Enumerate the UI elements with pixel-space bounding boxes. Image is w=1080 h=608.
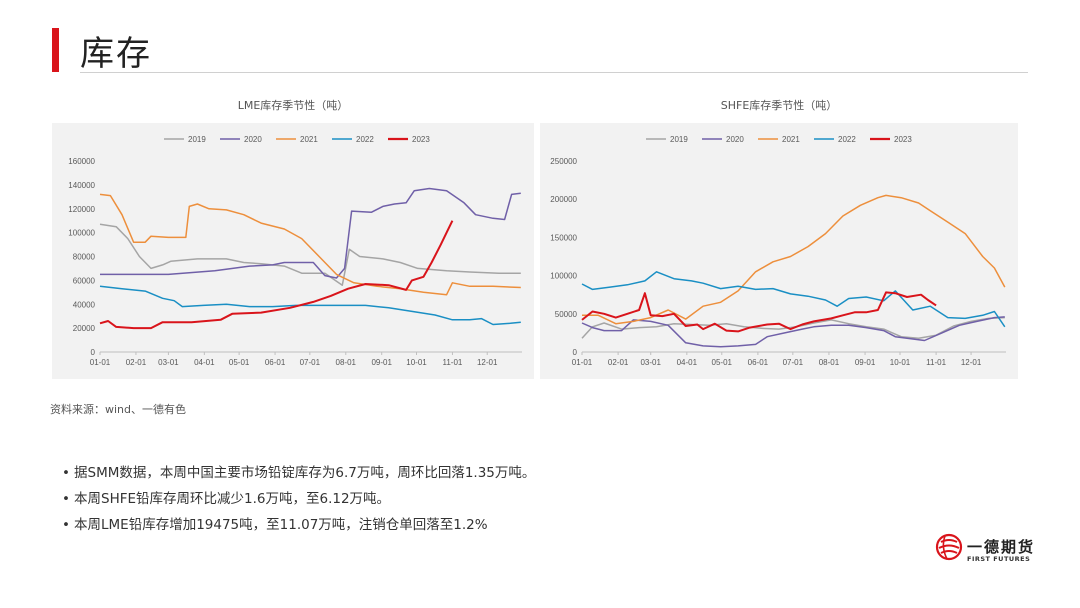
shfe-x-tick-label: 10-01 [890,358,911,367]
lme-y-tick-label: 160000 [68,157,95,166]
bullet-list: • 据SMM数据，本周中国主要市场铅锭库存为6.7万吨，周环比回落1.35万吨。 … [62,460,535,538]
shfe-x-tick-label: 07-01 [783,358,804,367]
shfe-legend-label-2021: 2021 [782,135,800,144]
shfe-legend-label-2020: 2020 [726,135,744,144]
lme-x-tick-label: 02-01 [126,358,147,367]
lme-series-2022 [99,285,521,326]
lme-x-tick-label: 09-01 [371,358,392,367]
bullet-item: • 本周LME铅库存增加19475吨，至11.07万吨，注销仓单回落至1.2% [62,512,535,538]
shfe-y-tick-label: 200000 [550,195,577,204]
lme-x-tick-label: 11-01 [443,358,463,367]
shfe-y-tick-label: 250000 [550,157,577,166]
lme-y-tick-label: 80000 [73,253,96,262]
logo-globe-icon [935,533,963,561]
lme-legend-label-2021: 2021 [300,135,318,144]
shfe-x-tick-label: 08-01 [819,358,840,367]
bullet-text: 本周SHFE铅库存周环比减少1.6万吨，至6.12万吨。 [74,491,391,507]
shfe-legend-label-2019: 2019 [670,135,688,144]
lme-x-tick-label: 12-01 [477,358,498,367]
shfe-x-tick-label: 05-01 [712,358,733,367]
bullet-dot: • [62,517,70,533]
lme-x-tick-label: 06-01 [265,358,286,367]
shfe-y-tick-label: 150000 [550,233,577,242]
shfe-chart: 0 50000 100000 150000 200000 250000 01-01 02-01… [540,123,1018,379]
shfe-x-tick-label: 09-01 [855,358,876,367]
lme-chart: 0 20000 40000 60000 80000 100000 120000 140000 1… [52,123,534,379]
shfe-x-tick-label: 12-01 [961,358,982,367]
bullet-item: • 本周SHFE铅库存周环比减少1.6万吨，至6.12万吨。 [62,486,535,512]
bullet-text: 据SMM数据，本周中国主要市场铅锭库存为6.7万吨，周环比回落1.35万吨。 [74,465,536,481]
lme-legend-label-2022: 2022 [356,135,374,144]
lme-series-2023 [99,220,454,330]
bullet-item: • 据SMM数据，本周中国主要市场铅锭库存为6.7万吨，周环比回落1.35万吨。 [62,460,535,486]
shfe-x-tick-label: 03-01 [640,358,661,367]
lme-y-tick-label: 0 [91,348,96,357]
lme-x-tick-label: 10-01 [406,358,427,367]
shfe-x-tick-label: 01-01 [572,358,593,367]
shfe-chart-svg: 0 50000 100000 150000 200000 250000 01-01 02-01… [550,135,1006,367]
shfe-y-tick-label: 50000 [555,310,578,319]
shfe-chart-title: SHFE库存季节性（吨） [720,99,838,112]
shfe-y-tick-label: 0 [573,348,578,357]
lme-y-tick-label: 120000 [68,205,95,214]
lme-y-tick-label: 140000 [68,181,95,190]
bullet-dot: • [62,465,70,481]
lme-x-tick-label: 08-01 [336,358,357,367]
shfe-series-2021 [582,194,1006,325]
title-accent-bar [52,28,59,72]
shfe-series-2022 [581,271,1006,328]
shfe-x-tick-label: 06-01 [748,358,769,367]
lme-x-tick-label: 01-01 [90,358,111,367]
lme-x-tick-label: 05-01 [229,358,250,367]
shfe-legend-label-2023: 2023 [894,135,912,144]
lme-y-tick-label: 40000 [73,300,96,309]
page-title: 库存 [80,34,152,74]
lme-chart-svg: 0 20000 40000 60000 80000 100000 120000 140000 1… [68,135,522,367]
lme-y-tick-label: 100000 [68,229,95,238]
shfe-series-2023 [581,291,937,333]
shfe-x-tick-label: 02-01 [608,358,629,367]
shfe-x-tick-label: 04-01 [677,358,698,367]
lme-legend-label-2019: 2019 [188,135,206,144]
logo-text-en: FIRST FUTURES [967,555,1031,563]
shfe-x-tick-label: 11-01 [926,358,946,367]
shfe-series-2020 [581,316,1005,348]
bullet-text: 本周LME铅库存增加19475吨，至11.07万吨，注销仓单回落至1.2% [74,517,488,533]
logo-text-cn: 一德期货 [967,538,1036,556]
company-logo: 一德期货 FIRST FUTURES [935,530,1045,570]
lme-y-tick-label: 60000 [73,276,96,285]
lme-x-tick-label: 03-01 [158,358,179,367]
lme-chart-title: LME库存季节性（吨） [237,99,349,112]
lme-x-tick-label: 07-01 [300,358,321,367]
shfe-legend-label-2022: 2022 [838,135,856,144]
lme-y-tick-label: 20000 [73,324,96,333]
lme-series-2019 [99,223,521,286]
shfe-y-tick-label: 100000 [550,272,577,281]
title-divider [80,72,1028,73]
lme-x-tick-label: 04-01 [194,358,215,367]
lme-legend-label-2020: 2020 [244,135,262,144]
lme-series-2021 [99,193,521,296]
bullet-dot: • [62,491,70,507]
lme-legend-label-2023: 2023 [412,135,430,144]
source-note: 资料来源：wind、一德有色 [50,403,187,416]
lme-series-2020 [100,187,521,279]
